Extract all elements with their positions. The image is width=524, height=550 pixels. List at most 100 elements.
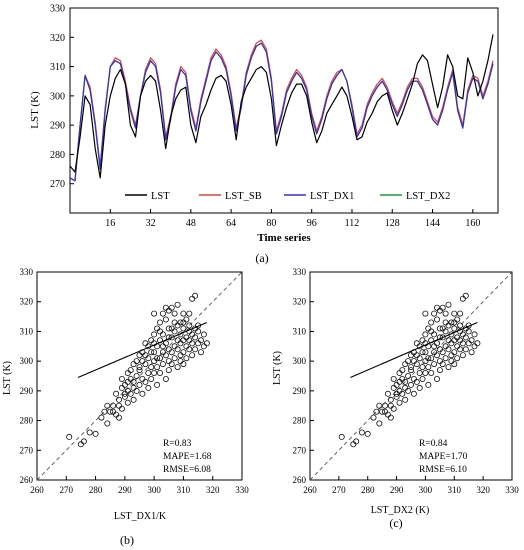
y-tick-label: 260 xyxy=(293,475,307,485)
scatter-point xyxy=(376,402,383,409)
scatter-point xyxy=(159,331,166,338)
y-tick-label: 310 xyxy=(293,326,307,336)
y-tick-label: 300 xyxy=(20,356,34,366)
scatter-point xyxy=(133,358,140,365)
x-tick-label: 300 xyxy=(419,485,433,495)
scatter-point xyxy=(180,319,187,326)
scatter-point xyxy=(200,343,207,350)
panel-a-legend: LST LST_SB LST_DX1 LST_DX2 xyxy=(125,191,450,202)
scatter-point xyxy=(148,375,155,382)
scatter-point xyxy=(439,304,446,311)
scatter-point xyxy=(416,369,423,376)
scatter-point xyxy=(174,337,181,344)
scatter-point xyxy=(168,361,175,368)
scatter-point xyxy=(118,384,125,391)
y-tick-label: 320 xyxy=(293,297,307,307)
y-tick-label: 310 xyxy=(20,326,34,336)
scatter-point xyxy=(402,396,409,403)
y-tick-label: 310 xyxy=(50,62,65,73)
scatter-point xyxy=(457,337,464,344)
scatter-point xyxy=(130,361,137,368)
scatter-point xyxy=(156,369,163,376)
panel-a-label: (a) xyxy=(255,251,268,265)
scatter-point xyxy=(353,438,360,445)
scatter-point xyxy=(381,402,388,409)
scatter-point xyxy=(428,355,435,362)
scatter-point xyxy=(393,390,400,397)
scatter-point xyxy=(197,349,204,356)
x-tick-label: 310 xyxy=(448,485,462,495)
y-tick-label: 290 xyxy=(293,386,307,396)
scatter-point xyxy=(136,381,143,388)
scatter-point xyxy=(384,390,391,397)
scatter-point xyxy=(387,414,394,421)
scatter-point xyxy=(165,325,172,332)
scatter-point xyxy=(80,438,87,445)
scatter-point xyxy=(451,337,458,344)
scatter-point xyxy=(145,384,152,391)
scatter-point xyxy=(133,372,140,379)
scatter-point xyxy=(127,375,134,382)
scatter-point xyxy=(98,414,105,421)
x-tick-label: 32 xyxy=(146,218,156,229)
scatter-point xyxy=(373,408,380,415)
scatter-point xyxy=(396,369,403,376)
scatter-point xyxy=(124,369,131,376)
scatter-point xyxy=(459,352,466,359)
scatter-point xyxy=(107,408,114,415)
x-tick-label: 330 xyxy=(235,485,249,495)
scatter-point xyxy=(177,358,184,365)
scatter-point xyxy=(390,384,397,391)
scatter-point xyxy=(101,408,108,415)
x-tick-label: 160 xyxy=(465,218,480,229)
legend-label: LST xyxy=(151,191,170,202)
scatter-point xyxy=(457,310,464,317)
scatter-point xyxy=(399,367,406,374)
scatter-point xyxy=(358,429,365,436)
scatter-point xyxy=(402,361,409,368)
scatter-point xyxy=(459,340,466,347)
scatter-point xyxy=(468,349,475,356)
scatter-point xyxy=(416,384,423,391)
scatter-point xyxy=(130,378,137,385)
scatter-point xyxy=(390,375,397,382)
scatter-point xyxy=(116,402,123,409)
scatter-point xyxy=(195,340,202,347)
scatter-point xyxy=(104,420,111,427)
scatter-point xyxy=(139,390,146,397)
scatter-point xyxy=(422,369,429,376)
scatter-point xyxy=(390,405,397,412)
scatter-point xyxy=(462,346,469,353)
scatter-point xyxy=(189,295,196,302)
scatter-point xyxy=(142,352,149,359)
x-tick-label: 144 xyxy=(425,218,440,229)
scatter-point xyxy=(459,331,466,338)
scatter-point xyxy=(436,307,443,314)
scatter-point xyxy=(110,408,117,415)
scatter-point xyxy=(422,331,429,338)
scatter-point xyxy=(171,319,178,326)
y-tick-label: 280 xyxy=(50,150,65,161)
panel-c-stat-r: R=0.84 xyxy=(419,439,448,449)
x-tick-label: 320 xyxy=(206,485,220,495)
scatter-point xyxy=(118,375,125,382)
scatter-point xyxy=(183,355,190,362)
panel-c-plot-area xyxy=(309,271,513,481)
scatter-point xyxy=(151,310,158,317)
scatter-point xyxy=(419,364,426,371)
scatter-point xyxy=(189,331,196,338)
scatter-point xyxy=(110,402,117,409)
scatter-point xyxy=(171,310,178,317)
scatter-point xyxy=(130,396,137,403)
scatter-point xyxy=(413,378,420,385)
scatter-point xyxy=(174,364,181,371)
scatter-point xyxy=(136,367,143,374)
scatter-point xyxy=(154,381,161,388)
scatter-point xyxy=(442,328,449,335)
scatter-point xyxy=(145,355,152,362)
scatter-point xyxy=(177,352,184,359)
scatter-point xyxy=(118,405,125,412)
